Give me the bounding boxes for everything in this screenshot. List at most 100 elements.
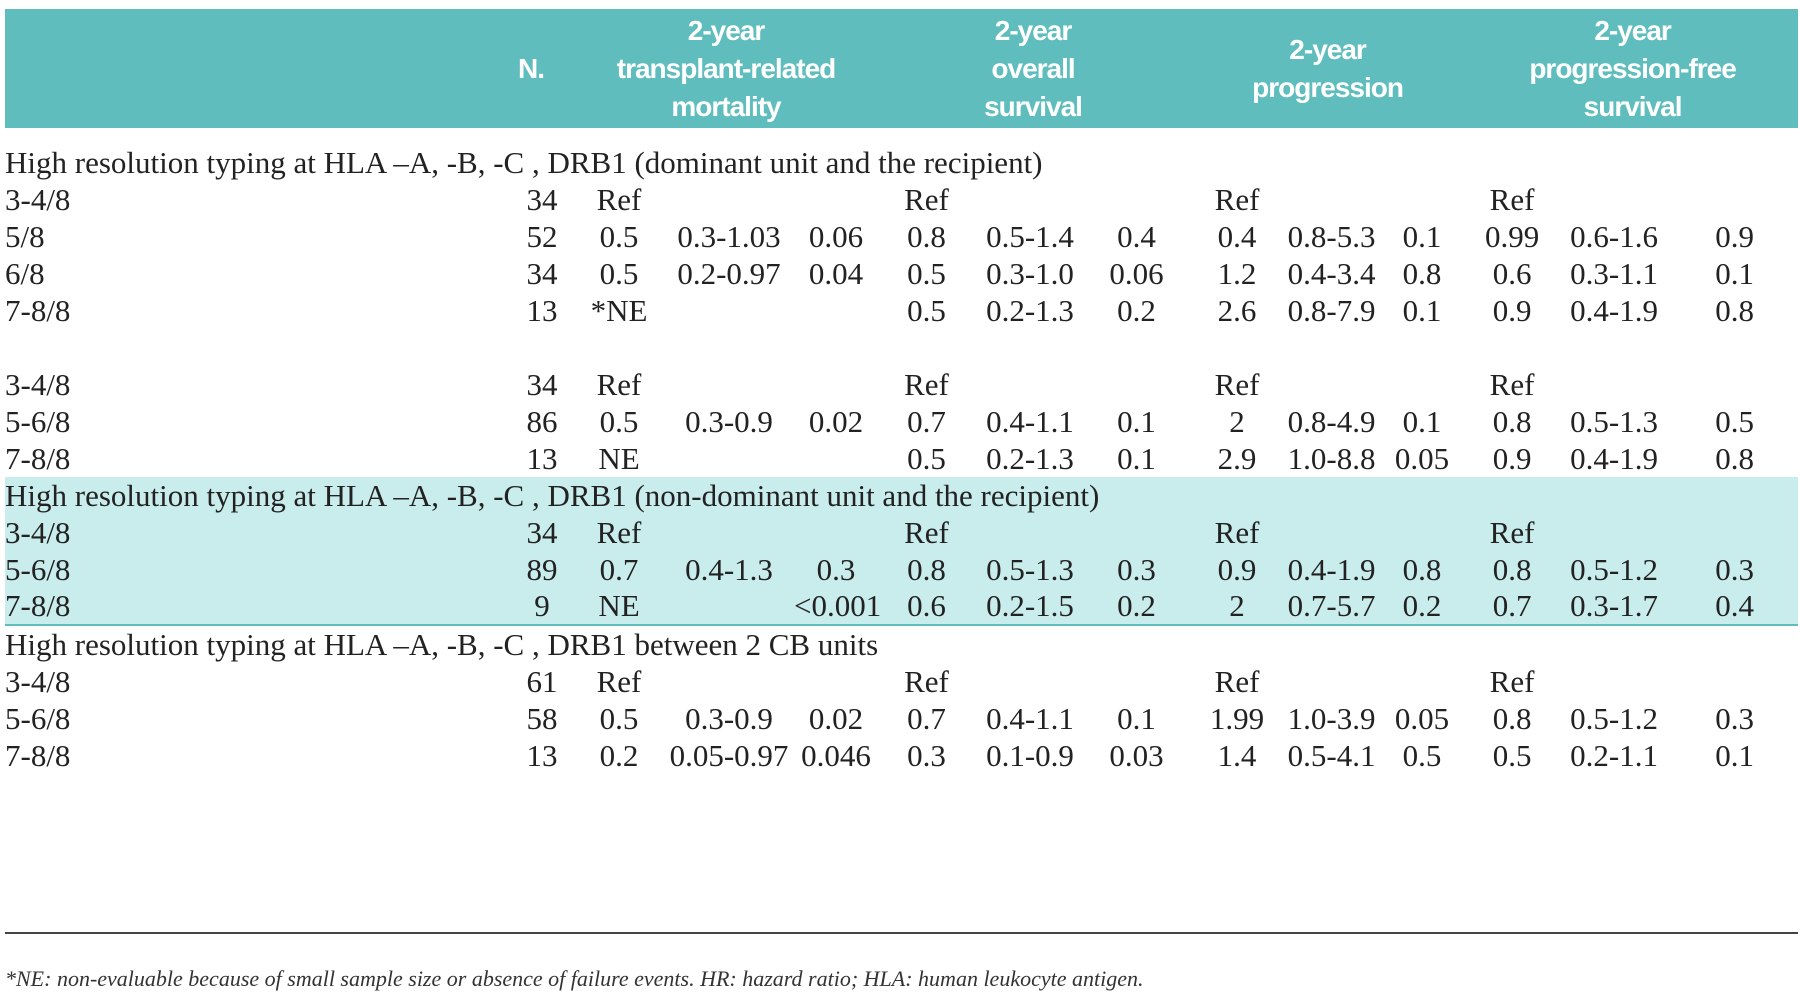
cell-value: 2.9 <box>1217 440 1257 476</box>
cell-value: 0.8 <box>1402 255 1442 291</box>
cell-value: 0.02 <box>808 403 864 439</box>
cell-value <box>1377 181 1467 218</box>
cell-value: 0.3 <box>1715 551 1754 587</box>
cell-value: 0.2-1.1 <box>1570 737 1658 773</box>
cell-value <box>1377 663 1467 700</box>
cell-value: 0.06 <box>808 218 864 254</box>
row-label: 3-4/8 <box>5 181 71 217</box>
cell-value: 0.4-1.9 <box>1570 292 1658 328</box>
cell-value <box>1286 663 1377 700</box>
cell-value: Ref <box>904 366 949 402</box>
cell-value: 0.5-1.2 <box>1570 551 1658 587</box>
cell-value <box>794 292 878 329</box>
cell-value <box>975 514 1085 551</box>
cell-value <box>1557 366 1671 403</box>
cell-value <box>794 181 878 218</box>
cell-value <box>794 663 878 700</box>
cell-value: 0.4-3.4 <box>1287 255 1376 291</box>
cell-value: 0.046 <box>801 737 871 773</box>
cell-value: 0.99 <box>1484 218 1540 254</box>
section-dominant-rows-b: 3-4/8 34 Ref Ref Ref Ref 5-6/8 86 0.5 0.3-0.9 0.02… <box>5 366 1798 477</box>
table-row: 5-6/8 58 0.5 0.3-0.9 0.02 0.7 0.4-1.1 0.1 1.99 1.… <box>5 700 1798 737</box>
cell-value <box>1671 181 1798 218</box>
cell-value <box>1671 366 1798 403</box>
cell-value: 34 <box>526 255 558 291</box>
cell-value: 0.02 <box>808 700 864 736</box>
section-title: High resolution typing at HLA –A, -B, -C… <box>5 627 879 662</box>
table-row: 5-6/8 89 0.7 0.4-1.3 0.3 0.8 0.5-1.3 0.3 0.9 0.4-… <box>5 551 1798 588</box>
header-pfs-line: progression-free <box>1529 52 1737 84</box>
cell-value: 0.1 <box>1117 700 1156 736</box>
cell-value: 0.4 <box>1671 588 1799 626</box>
cell-value: Ref <box>1489 366 1535 402</box>
cell-value: 0.3-1.1 <box>1570 255 1658 291</box>
cell-value: 0.4 <box>1217 218 1257 254</box>
cell-value: 0.9 <box>1715 218 1754 254</box>
cell-value: 0.06 <box>1109 255 1164 291</box>
cell-value: 0.2-1.3 <box>986 440 1074 476</box>
cell-value: 1.0-8.8 <box>1287 440 1376 476</box>
cell-value: 0.1 <box>1117 440 1156 476</box>
cell-value: 0.5-1.2 <box>1570 700 1658 736</box>
cell-value: 58 <box>526 700 558 736</box>
cell-value: 0.8-5.3 <box>1287 218 1376 254</box>
header-trm-line: transplant-related <box>616 52 837 84</box>
cell-value: 0.8 <box>1492 403 1532 439</box>
cell-value <box>975 366 1085 403</box>
section-title-row: High resolution typing at HLA –A, -B, -C… <box>5 144 1798 181</box>
cell-value: 0.4-1.9 <box>1570 440 1658 476</box>
cell-value: 0.7 <box>907 403 946 439</box>
cell-value <box>1085 181 1188 218</box>
cell-value: 13 <box>526 737 558 773</box>
cell-value: 0.8 <box>1492 551 1532 587</box>
section-between-units: High resolution typing at HLA –A, -B, -C… <box>5 625 1798 774</box>
cell-value: 2 <box>1229 403 1245 439</box>
header-os-line: survival <box>984 90 1083 122</box>
cell-value <box>975 663 1085 700</box>
header-os-line: overall <box>991 52 1075 84</box>
row-label: 5-6/8 <box>5 403 71 439</box>
table-row: 3-4/8 34 Ref Ref Ref Ref <box>5 366 1798 403</box>
cell-value <box>1286 366 1377 403</box>
cell-value: 61 <box>526 663 558 699</box>
cell-value: Ref <box>904 663 949 699</box>
cell-value: 0.3-0.9 <box>685 700 773 736</box>
cell-value <box>794 366 878 403</box>
table-row: 3-4/8 34 Ref Ref Ref Ref <box>5 181 1798 218</box>
cell-value <box>794 514 878 551</box>
table-row: 7-8/8 13 NE 0.5 0.2-1.3 0.1 2.9 1.0-8.8 0.05 0.9 0… <box>5 440 1798 477</box>
table-row: 5-6/8 86 0.5 0.3-0.9 0.02 0.7 0.4-1.1 0.1 2 0.8-4… <box>5 403 1798 440</box>
cell-value <box>1377 514 1467 551</box>
cell-value: 0.4-1.1 <box>986 700 1074 736</box>
cell-value: 0.5-1.3 <box>1570 403 1658 439</box>
cell-value: 0.5 <box>599 700 639 736</box>
table-row: 7-8/8 13 *NE 0.5 0.2-1.3 0.2 2.6 0.8-7.9 0.1 0.9 0… <box>5 292 1798 329</box>
header-trm-line: 2-year <box>687 14 766 46</box>
cell-value: Ref <box>904 514 949 550</box>
table-row: 7-8/8 9 NE <0.001 0.6 0.2-1.5 0.2 2 0.7-5.7 0.2 0.… <box>5 588 1799 626</box>
cell-value <box>1671 514 1798 551</box>
cell-value: 0.4-1.3 <box>685 551 773 587</box>
table-bottom-rule <box>5 932 1798 934</box>
cell-value: 1.4 <box>1217 737 1257 773</box>
cell-value: 0.3 <box>907 737 946 773</box>
row-label: 3-4/8 <box>5 514 71 550</box>
cell-value: 0.4-1.9 <box>1287 551 1376 587</box>
cell-value: 0.9 <box>1492 292 1532 328</box>
table-row: 7-8/8 13 0.2 0.05-0.97 0.046 0.3 0.1-0.9 0.03 1.… <box>5 737 1798 774</box>
cell-value: 0.5 <box>907 292 946 328</box>
cell-value: 0.04 <box>808 255 864 291</box>
cell-value: 0.1 <box>1715 255 1754 291</box>
cell-value: 0.2-1.5 <box>975 588 1086 626</box>
row-label: 6/8 <box>5 255 45 291</box>
cell-value: 0.03 <box>1109 737 1164 773</box>
table-row: 5/8 52 0.5 0.3-1.03 0.06 0.8 0.5-1.4 0.4 0.4 0.8-… <box>5 218 1798 255</box>
cell-value: 0.5 <box>1715 403 1754 439</box>
cell-value: *NE <box>590 292 648 328</box>
cell-value: 0.5-1.4 <box>986 218 1074 254</box>
cell-value: 0.8 <box>1715 292 1754 328</box>
cell-value: 2.6 <box>1217 292 1257 328</box>
cell-value: 13 <box>526 440 558 476</box>
cell-value <box>1557 663 1671 700</box>
section-dominant: High resolution typing at HLA –A, -B, -C… <box>5 128 1798 181</box>
